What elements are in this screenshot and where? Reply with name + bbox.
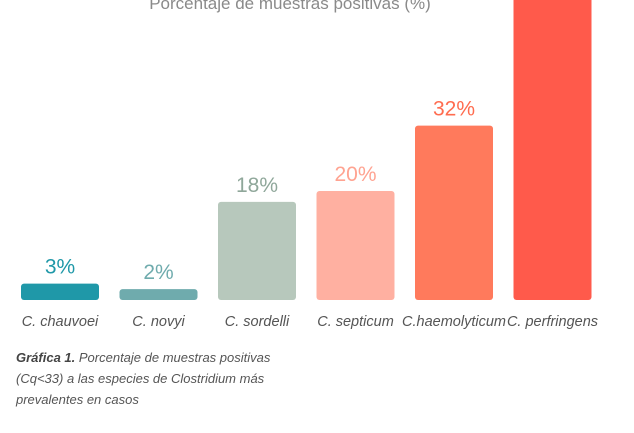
x-tick-label-2: C. novyi — [132, 314, 185, 330]
bar-5 — [415, 125, 493, 300]
data-label-1: 3% — [45, 256, 75, 279]
x-tick-label-4: C. septicum — [317, 314, 394, 330]
x-tick-label-1: C. chauvoei — [22, 314, 99, 330]
bar-4 — [316, 191, 395, 300]
data-label-4: 20% — [334, 163, 376, 186]
bar-6 — [513, 0, 592, 300]
caption-lead: Gráfica 1. — [16, 350, 76, 365]
bar-2 — [119, 289, 198, 300]
caption-text: Porcentaje de muestras positivas (Cq<33)… — [16, 350, 271, 407]
chart-title: Porcentaje de muestras positivas (%) — [149, 0, 431, 13]
figure-caption: Gráfica 1. Porcentaje de muestras positi… — [16, 347, 276, 410]
bar-1 — [21, 283, 99, 300]
x-tick-label-3: C. sordelli — [225, 314, 290, 330]
data-label-2: 2% — [143, 261, 173, 284]
data-label-5: 32% — [433, 98, 475, 121]
data-label-3: 18% — [236, 174, 278, 197]
bar-3 — [218, 201, 296, 300]
x-tick-label-6: C. perfringens — [507, 314, 598, 330]
x-tick-label-5: C.haemolyticum — [402, 314, 506, 330]
